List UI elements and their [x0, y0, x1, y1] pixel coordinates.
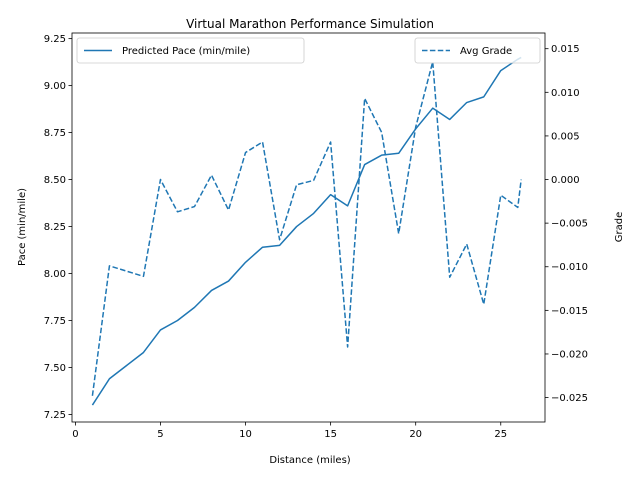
y2-tick-label: −0.015: [551, 306, 588, 317]
y2-tick-label: 0.000: [551, 175, 580, 186]
legend-label: Predicted Pace (min/mile): [122, 46, 250, 57]
y2-axis-title: Grade: [614, 212, 625, 243]
x-tick-label: 20: [409, 429, 422, 440]
legends: Predicted Pace (min/mile) Avg Grade: [76, 37, 541, 64]
y-tick-label: 7.75: [44, 316, 66, 327]
x-tick-label: 15: [324, 429, 337, 440]
x-tick-label: 0: [72, 429, 78, 440]
y-tick-label: 8.75: [44, 128, 66, 139]
x-tick-label: 5: [157, 429, 163, 440]
legend-box: [76, 37, 305, 64]
y2-tick-label: −0.020: [551, 349, 588, 360]
predicted-pace-line: [91, 56, 522, 406]
y2-tick-label: −0.010: [551, 262, 588, 273]
y-tick-label: 7.50: [44, 363, 66, 374]
y-tick-label: 8.25: [44, 222, 66, 233]
legend-avg-grade: Avg Grade: [414, 37, 541, 64]
y-tick-label: 8.50: [44, 175, 66, 186]
x-tick-label: 10: [239, 429, 252, 440]
y2-tick-label: −0.025: [551, 393, 588, 404]
y-tick-label: 7.25: [44, 410, 66, 421]
legend-box: [414, 37, 541, 64]
plot-area: 0 5 10 15 20 25 7.25 7.50 7.75 8.00 8.25 8.50 8.75 9.…: [44, 32, 588, 440]
y2-tick-label: 0.010: [551, 88, 580, 99]
y-tick-label: 9.00: [44, 81, 66, 92]
y2-tick-label: −0.005: [551, 219, 588, 230]
chart-title: Virtual Marathon Performance Simulation: [186, 17, 434, 31]
y2-tick-label: 0.015: [551, 44, 580, 55]
avg-grade-line: [91, 61, 522, 396]
y-tick-label: 9.25: [44, 34, 66, 45]
y-tick-label: 8.00: [44, 269, 66, 280]
legend-predicted-pace: Predicted Pace (min/mile): [76, 37, 305, 64]
y2-tick-label: 0.005: [551, 131, 580, 142]
legend-label: Avg Grade: [460, 46, 512, 57]
x-tick-label: 25: [494, 429, 507, 440]
y-axis-title: Pace (min/mile): [17, 188, 28, 266]
x-axis-title: Distance (miles): [269, 455, 350, 466]
plot-frame: [71, 32, 546, 423]
